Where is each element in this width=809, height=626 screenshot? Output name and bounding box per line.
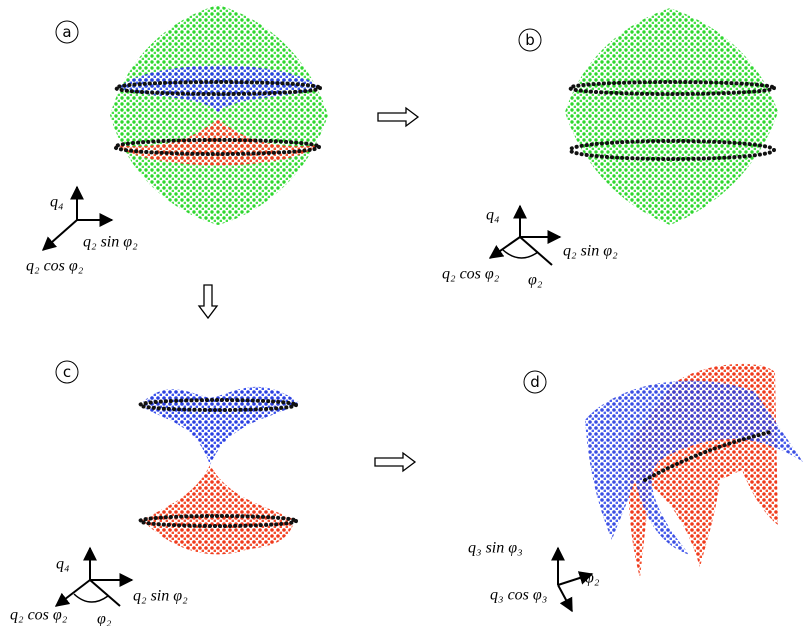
figure: a q₄ q₂ sin φ₂ q₂ cos φ₂ b q₄ q₂ sin φ₂ … [0,0,809,626]
red-cloud [142,465,295,554]
green-cloud [110,5,328,225]
axis-label: q₄ [56,556,70,573]
axis-label: q₂ sin φ₂ [133,588,188,605]
panel-label: c [63,363,71,381]
arrow [378,108,418,126]
angle-arc [74,594,108,602]
axis-label: φ₂ [585,570,600,587]
axis-label: q₃ cos φ₃ [490,587,547,604]
axis [43,220,77,250]
panel-a: a q₄ q₂ sin φ₂ q₂ cos φ₂ [26,5,328,275]
axis-label: q₂ cos φ₂ [26,258,84,275]
panel-label: a [62,23,71,41]
axis-label: q₂ cos φ₂ [10,607,68,624]
green-cloud [565,8,778,225]
axis-label: q₂ cos φ₂ [442,266,500,283]
axis-label: q₄ [486,207,500,224]
axis-label: q₂ sin φ₂ [83,234,138,251]
arrow [199,285,217,318]
axis-label: q₃ sin φ₃ [468,540,523,557]
axis [490,237,520,258]
angle-arc [503,250,538,258]
axis [56,580,90,606]
panel-label: b [525,31,535,49]
axis-label: φ₂ [528,272,543,289]
axis-label: φ₂ [97,611,112,626]
arrow [375,453,415,471]
blue-cloud [140,387,300,465]
panel-label: d [530,373,540,391]
panel-d: d q₃ sin φ₃ q₃ cos φ₃ φ₂ [468,364,803,611]
panel-c: c q₄ q₂ sin φ₂ q₂ cos φ₂ φ₂ [10,361,300,626]
axis-label: q₂ sin φ₂ [563,243,618,260]
axis-label: q₄ [50,194,64,211]
axis [558,585,572,611]
panel-b: b q₄ q₂ sin φ₂ q₂ cos φ₂ φ₂ [442,8,778,289]
angle-line [520,237,552,265]
